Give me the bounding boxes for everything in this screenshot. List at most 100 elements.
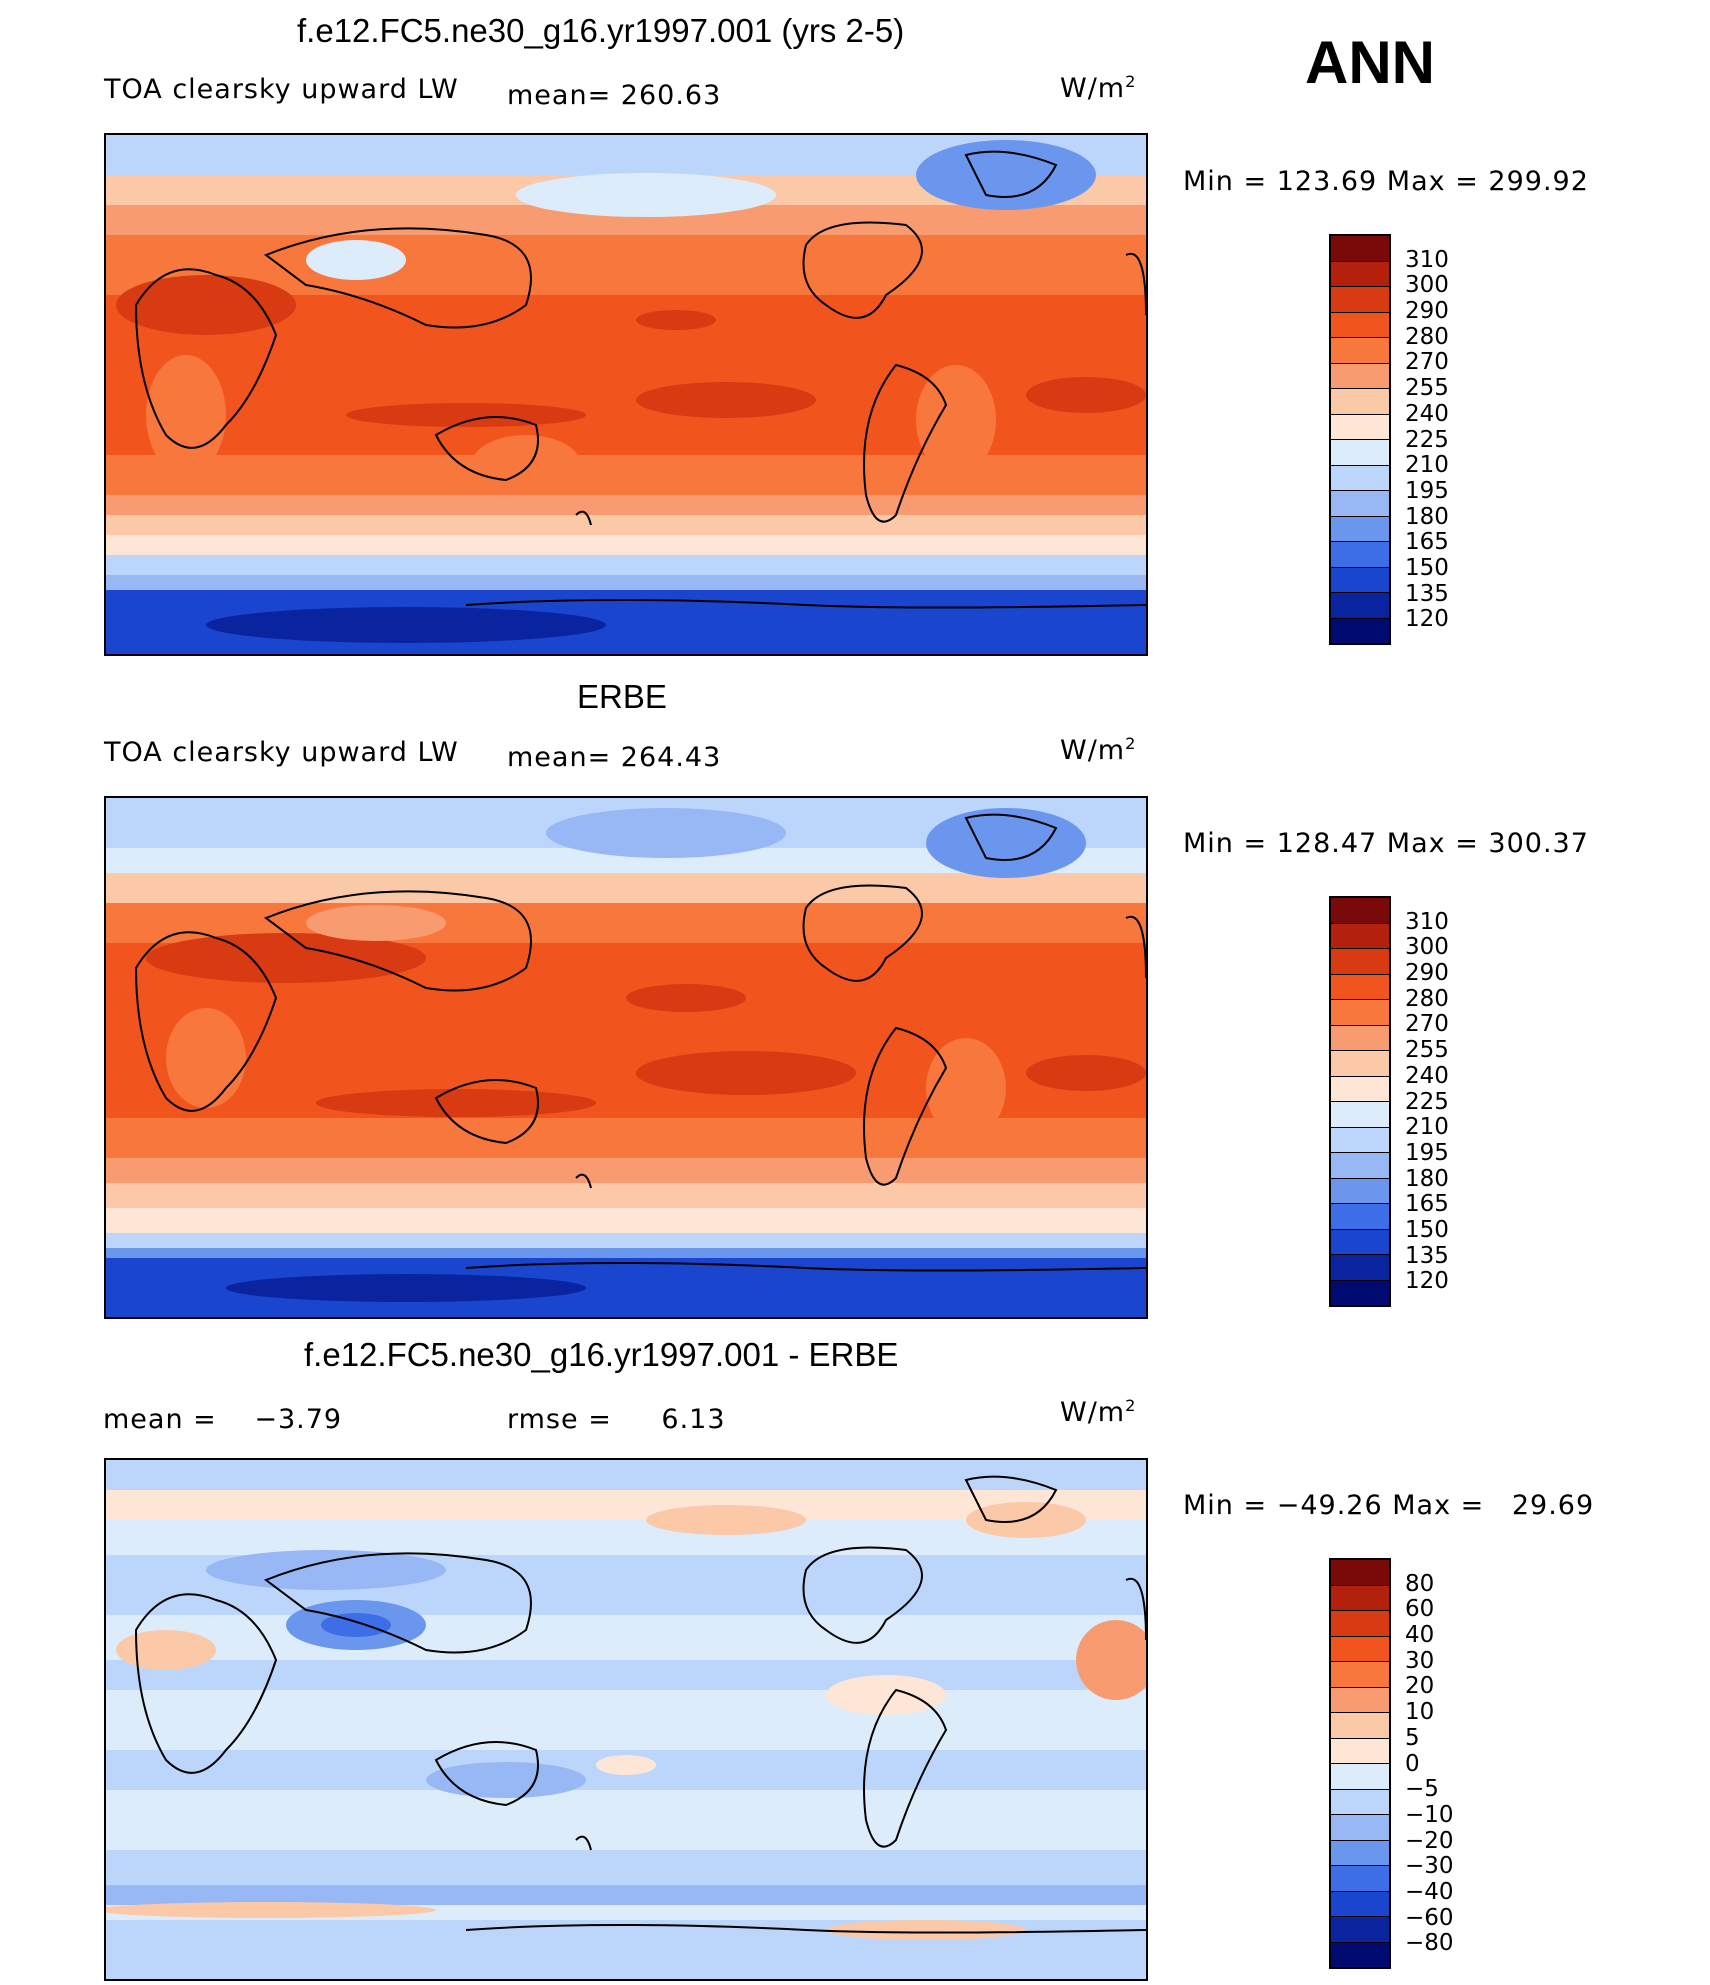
colorbar-swatch [1331,287,1389,313]
panel2-title: ERBE [577,678,667,715]
colorbar-label: 240 [1405,1062,1449,1089]
colorbar-swatch [1331,1662,1389,1688]
colorbar-label: 135 [1405,580,1449,607]
colorbar-label: 210 [1405,1114,1449,1141]
colorbar-swatch [1331,1687,1389,1713]
colorbar-swatch [1331,567,1389,593]
colorbar-swatch [1331,974,1389,1000]
colorbar-swatch [1331,1204,1389,1230]
panel2-units: W/m2 [1060,734,1137,766]
colorbar-label: 165 [1405,1191,1449,1218]
colorbar-swatch [1331,516,1389,542]
colorbar-label: −5 [1405,1776,1439,1803]
panel1-colorbar [1329,234,1391,645]
colorbar-label: −60 [1405,1904,1454,1931]
colorbar-swatch [1331,1636,1389,1662]
colorbar-swatch [1331,1764,1389,1790]
colorbar-label: 80 [1405,1570,1435,1597]
colorbar-swatch [1331,1560,1389,1586]
season-label: ANN [1305,29,1435,96]
colorbar-swatch [1331,1076,1389,1102]
colorbar-swatch [1331,1102,1389,1128]
colorbar-swatch [1331,1866,1389,1892]
panel1-mean: mean= 260.63 [507,80,721,111]
colorbar-label: 120 [1405,1268,1449,1295]
colorbar-label: 10 [1405,1699,1435,1726]
colorbar-label: 210 [1405,452,1449,479]
colorbar-label: 40 [1405,1622,1435,1649]
panel3-mean-label: mean = [103,1404,217,1435]
panel1-units: W/m2 [1060,72,1137,104]
colorbar-label: 300 [1405,934,1449,961]
colorbar-swatch [1331,1025,1389,1051]
panel3-colorbar [1329,1558,1391,1969]
colorbar-swatch [1331,236,1389,262]
colorbar-swatch [1331,414,1389,440]
colorbar-swatch [1331,261,1389,287]
colorbar-swatch [1331,1917,1389,1943]
panel2-mean-value: 264.43 [620,742,722,773]
colorbar-swatch [1331,923,1389,949]
panel3-rmse: rmse = 6.13 [507,1404,726,1435]
colorbar-swatch [1331,593,1389,619]
colorbar-label: 30 [1405,1647,1435,1674]
colorbar-swatch [1331,1611,1389,1637]
colorbar-swatch [1331,1840,1389,1866]
colorbar-label: 195 [1405,477,1449,504]
colorbar-label: 270 [1405,349,1449,376]
colorbar-label: 280 [1405,323,1449,350]
colorbar-swatch [1331,338,1389,364]
panel2-colorbar [1329,896,1391,1307]
panel1-map [104,133,1148,656]
panel1-mean-value: 260.63 [620,80,722,111]
panel1-minmax: Min = 123.69 Max = 299.92 [1183,166,1589,197]
colorbar-swatch [1331,1738,1389,1764]
colorbar-label: 310 [1405,246,1449,273]
colorbar-swatch [1331,1229,1389,1255]
colorbar-label: −30 [1405,1853,1454,1880]
colorbar-label: 180 [1405,1165,1449,1192]
panel3-units: W/m2 [1060,1396,1137,1428]
colorbar-swatch [1331,312,1389,338]
panel3-title: f.e12.FC5.ne30_g16.yr1997.001 - ERBE [304,1336,899,1373]
panel1-mean-label: mean= [507,80,612,111]
panel3-mean-value: −3.79 [254,1404,343,1435]
colorbar-swatch [1331,1178,1389,1204]
colorbar-swatch [1331,1713,1389,1739]
colorbar-label: 150 [1405,1216,1449,1243]
colorbar-swatch [1331,542,1389,568]
colorbar-label: −20 [1405,1827,1454,1854]
colorbar-swatch [1331,898,1389,924]
colorbar-label: 270 [1405,1011,1449,1038]
panel3-rmse-value: 6.13 [661,1404,726,1435]
colorbar-swatch [1331,363,1389,389]
colorbar-label: 255 [1405,1037,1449,1064]
colorbar-label: −40 [1405,1878,1454,1905]
colorbar-label: 20 [1405,1673,1435,1700]
panel3-map [104,1458,1148,1981]
colorbar-swatch [1331,440,1389,466]
panel2-mean: mean= 264.43 [507,742,721,773]
colorbar-swatch [1331,949,1389,975]
colorbar-label: 300 [1405,272,1449,299]
colorbar-label: −80 [1405,1930,1454,1957]
colorbar-label: 135 [1405,1242,1449,1269]
colorbar-swatch [1331,1000,1389,1026]
panel3-rmse-label: rmse = [507,1404,612,1435]
colorbar-label: 5 [1405,1724,1420,1751]
panel3-minmax: Min = −49.26 Max = 29.69 [1183,1490,1595,1521]
colorbar-label: 0 [1405,1750,1420,1777]
panel1-title: f.e12.FC5.ne30_g16.yr1997.001 (yrs 2-5) [297,12,905,49]
colorbar-label: 290 [1405,298,1449,325]
colorbar-swatch [1331,1789,1389,1815]
colorbar-label: 255 [1405,375,1449,402]
colorbar-label: 290 [1405,960,1449,987]
colorbar-swatch [1331,1255,1389,1281]
colorbar-label: 240 [1405,400,1449,427]
colorbar-label: −10 [1405,1801,1454,1828]
colorbar-label: 280 [1405,985,1449,1012]
colorbar-swatch [1331,1127,1389,1153]
colorbar-swatch [1331,618,1389,643]
colorbar-swatch [1331,1585,1389,1611]
colorbar-label: 120 [1405,606,1449,633]
